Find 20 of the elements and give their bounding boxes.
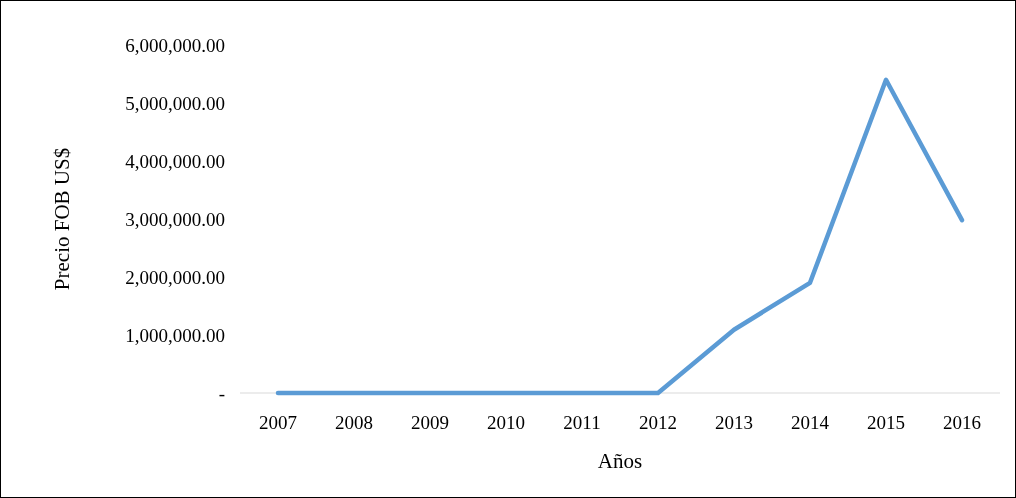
x-tick-label: 2008: [335, 412, 373, 433]
x-tick-label: 2011: [563, 412, 601, 433]
y-tick-label: 5,000,000.00: [125, 92, 225, 114]
x-tick-label: 2014: [791, 412, 830, 433]
x-tick-label: 2013: [715, 412, 753, 433]
x-tick-label: 2015: [867, 412, 905, 433]
x-tick-label: 2010: [487, 412, 525, 433]
y-tick-label: 3,000,000.00: [125, 208, 225, 230]
y-tick-label: 1,000,000.00: [125, 324, 225, 346]
x-tick-label: 2012: [639, 412, 677, 433]
x-tick-label: 2007: [259, 412, 297, 433]
y-tick-label: -: [218, 382, 225, 404]
x-tick-label: 2016: [943, 412, 981, 433]
x-axis-title: Años: [597, 449, 643, 473]
y-tick-label: 2,000,000.00: [125, 266, 225, 288]
y-tick-label: 4,000,000.00: [125, 150, 225, 172]
y-tick-label: 6,000,000.00: [125, 34, 225, 56]
line-series: [275, 77, 965, 396]
x-tick-label: 2009: [411, 412, 449, 433]
y-axis-title: Precio FOB US$: [50, 147, 74, 291]
